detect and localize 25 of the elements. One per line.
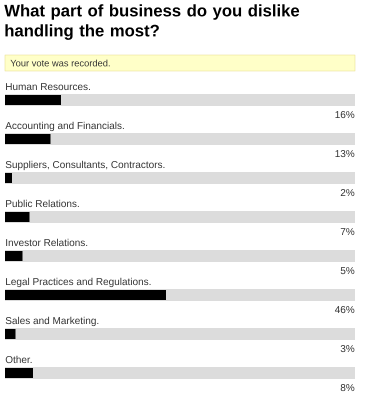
text: Your vote was recorded. (10, 60, 110, 66)
bar (5, 134, 50, 144)
y-tick-label: Suppliers, Consultants, Contractors. (6, 160, 164, 170)
data-label: 7% (340, 228, 354, 236)
y-tick-label: Human Resources. (6, 83, 90, 90)
bar (5, 368, 33, 378)
y-tick-label: Investor Relations. (6, 238, 88, 246)
bar (5, 251, 22, 262)
data-label: 16% (335, 111, 354, 118)
data-label: 46% (334, 306, 354, 314)
data-label: 3% (340, 345, 354, 352)
bar (5, 173, 12, 184)
bar (5, 95, 61, 106)
y-tick-label: Other. (6, 356, 32, 364)
y-tick-label: Accounting and Financials. (5, 122, 124, 132)
y-tick-label: Public Relations. (6, 200, 79, 208)
data-label: 13% (335, 150, 354, 158)
bar (5, 212, 30, 222)
chart-title: What part of business do you dislike handling the most? (4, 4, 300, 40)
data-label: 2% (340, 189, 354, 196)
y-tick-label: Sales and Marketing. (6, 316, 98, 326)
bar (5, 329, 16, 340)
data-label: 5% (340, 267, 354, 274)
y-tick-label: Legal Practices and Regulations. (6, 278, 151, 288)
data-label: 8% (340, 384, 354, 392)
